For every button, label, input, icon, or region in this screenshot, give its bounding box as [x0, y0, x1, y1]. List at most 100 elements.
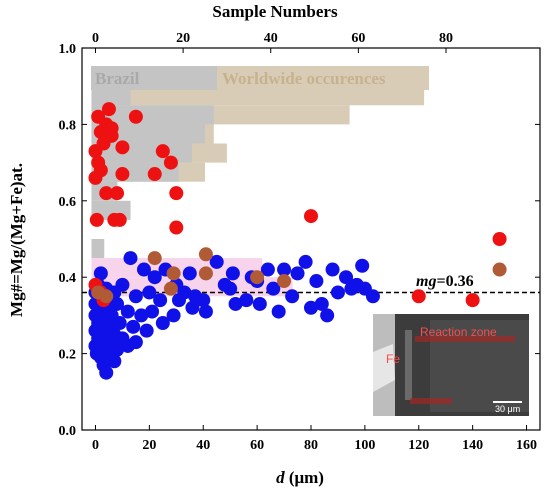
inset-highlight-bottom — [410, 398, 452, 404]
data-point — [339, 270, 354, 285]
data-point — [169, 186, 184, 201]
axes-layer: 0 20 40 60 80 100 120 140 160 0 20 40 60 80 0.0 0.2 0.4 0… — [59, 31, 540, 453]
data-point — [91, 285, 106, 300]
reference-line-label-value: =0.36 — [436, 273, 473, 290]
top-tick-label: 20 — [176, 31, 190, 46]
data-point — [198, 266, 213, 281]
y-tick-label: 1.0 — [59, 42, 77, 57]
data-point — [89, 212, 104, 227]
data-point — [166, 266, 181, 281]
data-point — [99, 365, 114, 380]
top-tick-label: 80 — [439, 31, 453, 46]
y-tick-label: 0.8 — [59, 118, 77, 133]
data-point — [115, 167, 130, 182]
x-tick-label: 160 — [516, 438, 537, 453]
data-point — [271, 304, 286, 319]
histogram-bar-pink — [91, 277, 293, 297]
data-points-layer — [88, 102, 507, 380]
data-point — [139, 323, 154, 338]
data-point — [145, 304, 160, 319]
data-point — [277, 262, 292, 277]
data-point — [99, 186, 114, 201]
data-point — [110, 296, 125, 311]
inset-fe-label: Fe — [386, 352, 400, 366]
inset-reaction-zone-area — [430, 320, 529, 412]
histogram-bar-brazil — [91, 124, 206, 144]
data-point — [147, 251, 162, 266]
data-point — [120, 304, 135, 319]
bottom-axis-title-unit: (μm) — [285, 468, 324, 487]
y-axis-title: Mg#=Mg/(Mg+Fe)at. — [7, 163, 26, 317]
data-point — [304, 300, 318, 315]
data-point — [228, 296, 243, 311]
data-point — [492, 262, 507, 277]
data-point — [128, 335, 143, 350]
inset-interface — [405, 330, 412, 400]
data-point — [147, 270, 162, 285]
x-tick-label: 100 — [354, 438, 375, 453]
data-point — [209, 254, 224, 269]
inset-micrograph: Reaction zone Fe 30 μm — [373, 314, 529, 416]
y-tick-label: 0.4 — [59, 271, 77, 286]
data-point — [128, 109, 143, 124]
data-point — [115, 277, 130, 292]
data-point — [128, 289, 143, 304]
x-tick-label: 120 — [408, 438, 429, 453]
x-tick-label: 80 — [304, 438, 318, 453]
data-point — [298, 254, 313, 269]
top-tick-label: 40 — [264, 31, 278, 46]
data-point — [320, 308, 335, 323]
data-point — [155, 144, 170, 159]
data-point — [123, 251, 138, 266]
data-point — [115, 140, 130, 155]
x-tick-label: 140 — [462, 438, 483, 453]
data-point — [134, 308, 149, 323]
data-point — [225, 266, 240, 281]
histogram-bar-brazil — [91, 105, 214, 125]
data-point — [112, 212, 127, 227]
data-point — [365, 289, 380, 304]
data-point — [250, 270, 265, 285]
data-point — [153, 293, 168, 308]
histogram-bar-brazil — [91, 239, 105, 259]
inset-reaction-zone-label: Reaction zone — [420, 325, 497, 339]
top-axis-title: Sample Numbers — [212, 2, 338, 21]
data-point — [110, 342, 125, 357]
histogram-bar-brazil — [91, 86, 131, 106]
y-tick-label: 0.6 — [59, 195, 77, 210]
data-point — [411, 289, 426, 304]
reference-line-label-var: mg — [416, 273, 436, 290]
data-point — [136, 262, 151, 277]
x-tick-label: 20 — [142, 438, 156, 453]
data-point — [142, 285, 157, 300]
legend-brazil-swatch — [91, 66, 217, 90]
inset-fe-grain — [373, 344, 395, 392]
data-point — [182, 266, 197, 281]
top-tick-label: 0 — [92, 31, 99, 46]
x-tick-label: 60 — [250, 438, 264, 453]
top-tick-label: 60 — [351, 31, 365, 46]
data-point — [330, 285, 345, 300]
data-point — [169, 220, 184, 235]
legend-worldwide-label: Worldwide occurences — [222, 69, 386, 88]
data-point — [277, 274, 292, 289]
data-point — [325, 262, 340, 277]
data-point — [314, 296, 329, 311]
data-point — [266, 281, 281, 296]
inset-highlight-top — [415, 336, 515, 342]
data-point — [166, 308, 181, 323]
data-point — [465, 293, 480, 308]
data-point — [163, 281, 178, 296]
data-point — [309, 274, 324, 289]
data-point — [290, 266, 305, 281]
inset-scale-label: 30 μm — [495, 404, 520, 414]
data-point — [112, 316, 127, 331]
data-point — [101, 102, 116, 117]
data-point — [147, 167, 162, 182]
x-tick-label: 40 — [196, 438, 210, 453]
data-point — [126, 319, 141, 334]
reference-line-label: mg=0.36 — [416, 273, 474, 290]
data-point — [285, 289, 300, 304]
data-point — [198, 247, 213, 262]
